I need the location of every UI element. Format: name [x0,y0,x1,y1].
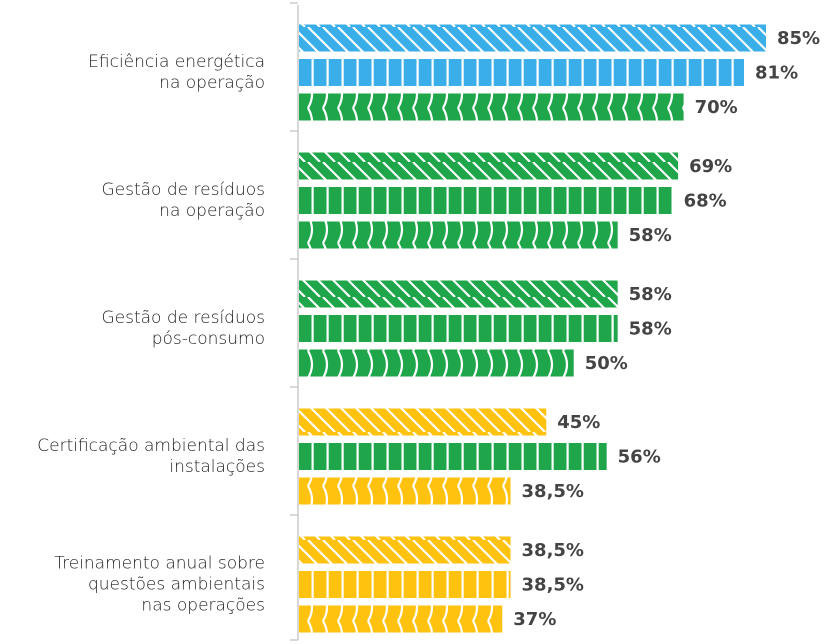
value-label: 81% [755,63,798,84]
bar [299,349,574,377]
bar [299,187,673,214]
category-label: instalações [169,457,265,477]
category-label: na operação [159,73,265,93]
value-label: 38,5% [522,481,584,502]
value-label: 38,5% [522,540,584,561]
bar [299,408,547,436]
value-label: 58% [629,284,672,305]
value-label: 69% [689,156,732,177]
value-label: 56% [618,447,661,468]
category-label: Eficiência energética [88,52,265,72]
value-label: 70% [695,97,738,118]
bar [299,93,684,121]
value-label: 58% [629,319,672,340]
value-label: 38,5% [522,575,584,596]
bar [299,152,679,180]
category-label: Treinamento anual sobre [54,554,265,574]
category-label: questões ambientais [88,575,265,595]
category-label: na operação [159,201,265,221]
bar [299,280,618,308]
category-label: Gestão de resíduos [101,180,265,200]
bar [299,571,511,598]
value-label: 85% [777,28,820,49]
value-label: 50% [585,353,628,374]
bar [299,477,511,505]
value-label: 58% [629,225,672,246]
value-label: 37% [513,609,556,630]
category-label: pós-consumo [152,329,265,349]
value-label: 68% [684,191,727,212]
bar [299,221,618,249]
category-label: Certificação ambiental das [37,436,265,456]
bar [299,315,618,342]
bar [299,536,511,564]
bar [299,443,607,470]
category-label: Gestão de resíduos [101,308,265,328]
category-label: nas operações [141,596,265,616]
bar [299,59,745,86]
bar [299,24,766,52]
value-label: 45% [557,412,600,433]
bar [299,605,503,633]
